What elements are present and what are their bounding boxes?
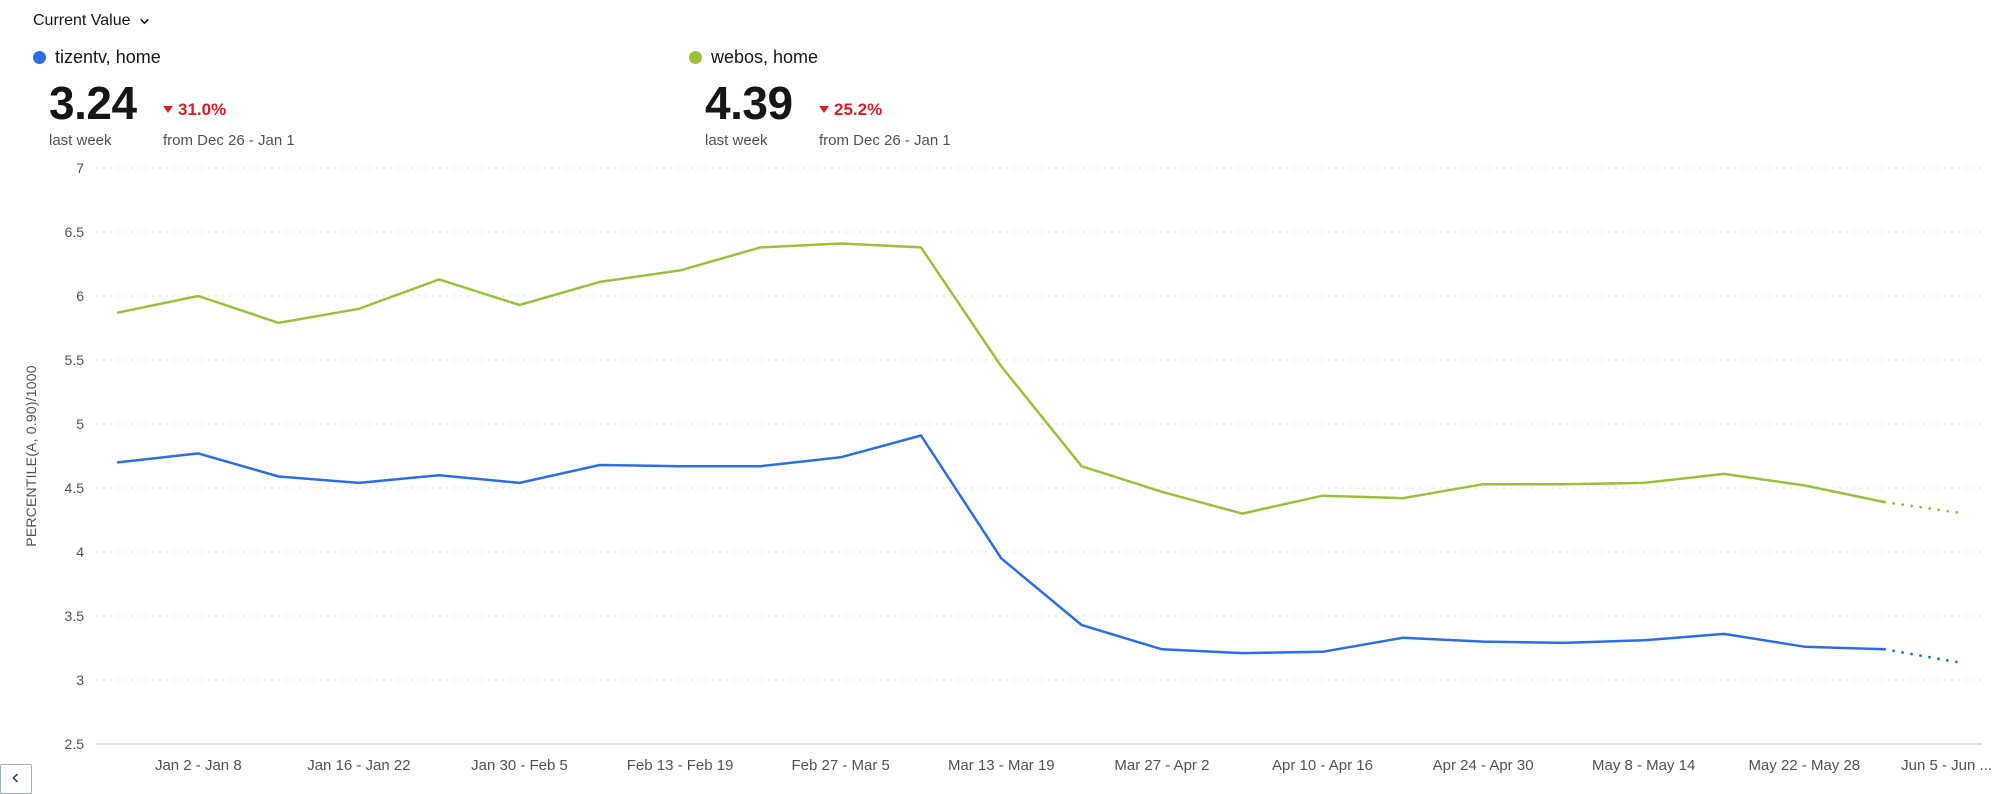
svg-text:Feb 13 - Feb 19: Feb 13 - Feb 19: [627, 757, 734, 774]
chevron-left-icon: [10, 772, 22, 787]
svg-text:7: 7: [76, 160, 84, 176]
svg-text:Mar 27 - Apr 2: Mar 27 - Apr 2: [1114, 757, 1209, 774]
svg-text:5: 5: [76, 416, 84, 432]
svg-text:3.5: 3.5: [65, 608, 85, 624]
svg-text:4: 4: [76, 544, 84, 560]
series-color-dot: [689, 51, 702, 64]
svg-text:PERCENTILE(A, 0.90)/1000: PERCENTILE(A, 0.90)/1000: [23, 365, 39, 546]
svg-text:6: 6: [76, 288, 84, 304]
change-percent: 25.2%: [834, 99, 883, 119]
change-badge: 31.0%: [163, 93, 295, 126]
series-name: tizentv, home: [55, 47, 161, 67]
series-name: webos, home: [711, 47, 819, 67]
legend-item-webos[interactable]: webos, home: [689, 47, 951, 68]
svg-text:Jun 5 - Jun ...: Jun 5 - Jun ...: [1901, 757, 1992, 774]
svg-text:Jan 30 - Feb 5: Jan 30 - Feb 5: [471, 757, 568, 774]
svg-text:Mar 13 - Mar 19: Mar 13 - Mar 19: [948, 757, 1055, 774]
triangle-down-icon: [819, 106, 829, 113]
triangle-down-icon: [163, 106, 173, 113]
svg-text:3: 3: [76, 672, 84, 688]
chevron-down-icon: [138, 15, 151, 28]
svg-text:Jan 2 - Jan 8: Jan 2 - Jan 8: [155, 757, 242, 774]
period-label: last week: [49, 132, 112, 149]
svg-text:4.5: 4.5: [65, 480, 85, 496]
svg-text:2.5: 2.5: [65, 736, 85, 752]
compare-label: from Dec 26 - Jan 1: [819, 132, 951, 149]
compare-label: from Dec 26 - Jan 1: [163, 132, 295, 149]
scroll-left-button[interactable]: [0, 764, 32, 794]
series-color-dot: [33, 51, 46, 64]
change-percent: 31.0%: [178, 99, 227, 119]
svg-text:May 8 - May 14: May 8 - May 14: [1592, 757, 1695, 774]
period-label: last week: [705, 132, 768, 149]
metric-selector-label: Current Value: [33, 12, 131, 29]
metric-selector[interactable]: Current Value: [33, 12, 151, 30]
series-card-webos: webos, home 4.39 25.2% last week from De…: [689, 47, 951, 149]
svg-text:Apr 24 - Apr 30: Apr 24 - Apr 30: [1433, 757, 1534, 774]
change-badge: 25.2%: [819, 93, 951, 126]
legend-item-tizentv[interactable]: tizentv, home: [33, 47, 295, 68]
svg-text:Jan 16 - Jan 22: Jan 16 - Jan 22: [307, 757, 410, 774]
series-card-tizentv: tizentv, home 3.24 31.0% last week from …: [33, 47, 295, 149]
svg-text:6.5: 6.5: [65, 224, 85, 240]
svg-text:Apr 10 - Apr 16: Apr 10 - Apr 16: [1272, 757, 1373, 774]
current-value: 4.39: [705, 77, 793, 129]
svg-text:5.5: 5.5: [65, 352, 85, 368]
svg-text:Feb 27 - Mar 5: Feb 27 - Mar 5: [792, 757, 890, 774]
current-value: 3.24: [49, 77, 137, 129]
svg-text:May 22 - May 28: May 22 - May 28: [1748, 757, 1860, 774]
